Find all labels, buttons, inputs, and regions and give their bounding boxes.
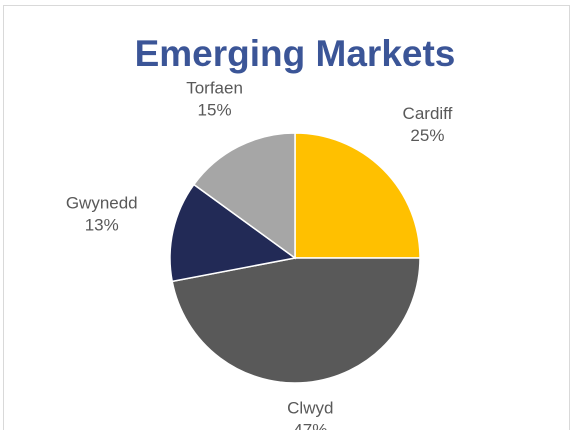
slice-value-label: 25% xyxy=(410,126,444,145)
slice-value-label: 15% xyxy=(198,101,232,120)
pie-slice xyxy=(171,257,421,384)
slice-label: Cardiff xyxy=(403,104,453,123)
pie-slice xyxy=(169,183,297,283)
slice-value-label: 13% xyxy=(85,215,119,234)
chart-title: Emerging Markets xyxy=(135,33,456,74)
slice-value-label: 47% xyxy=(293,421,327,430)
slice-label: Clwyd xyxy=(287,399,333,418)
slice-label: Torfaen xyxy=(186,79,243,98)
slice-label: Gwynedd xyxy=(66,193,138,212)
pie-slice xyxy=(192,132,296,260)
pie-slice xyxy=(294,132,421,259)
